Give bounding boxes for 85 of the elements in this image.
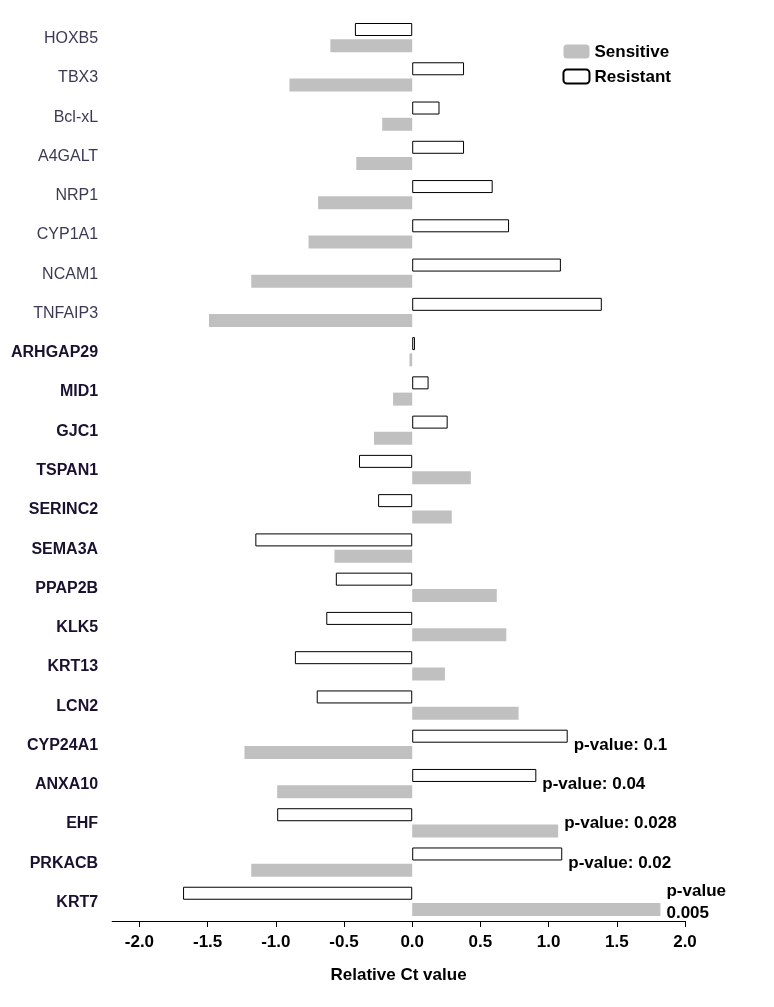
bar — [255, 533, 413, 547]
bar — [412, 847, 563, 861]
x-tick-label: 1.0 — [536, 932, 561, 951]
y-tick-label: PRKACB — [29, 853, 99, 871]
bar — [308, 235, 413, 249]
y-tick-label: GJC1 — [56, 421, 99, 439]
y-tick-label: ARHGAP29 — [10, 343, 99, 361]
bar — [393, 392, 413, 406]
x-tick-label: -1.5 — [192, 932, 223, 951]
bar — [412, 219, 510, 233]
bar — [412, 415, 448, 429]
bar — [412, 376, 429, 390]
bar — [277, 808, 413, 822]
bar — [412, 588, 497, 602]
bar — [244, 745, 413, 759]
legend-label: Resistant — [594, 67, 672, 86]
y-tick-label: Bcl-xL — [53, 107, 99, 125]
y-tick-label: TNFAIP3 — [33, 303, 99, 321]
y-tick-label: TBX3 — [58, 68, 99, 86]
bar — [378, 494, 413, 508]
bar — [318, 196, 413, 210]
bar — [330, 39, 413, 53]
annotation: p-value 0.005 — [666, 880, 726, 922]
x-tick-label: -2.0 — [124, 932, 155, 951]
bar — [412, 471, 471, 485]
bar — [412, 101, 440, 115]
y-tick-label: NRP1 — [55, 186, 99, 204]
bar — [412, 258, 561, 272]
x-axis-title: Relative Ct value — [330, 965, 467, 984]
x-tick-label: 0.5 — [468, 932, 493, 951]
y-tick-label: SEMA3A — [31, 539, 99, 557]
bar — [251, 274, 413, 288]
y-tick-label: ANXA10 — [34, 775, 99, 793]
bar — [412, 180, 493, 194]
bar — [334, 549, 413, 563]
y-tick-label: NCAM1 — [42, 264, 99, 282]
bar — [316, 690, 413, 704]
x-tick-label: 1.5 — [604, 932, 629, 951]
x-tick-label: -1.0 — [261, 932, 291, 951]
y-tick-label: TSPAN1 — [36, 461, 99, 478]
bar — [412, 667, 445, 681]
bar — [374, 431, 413, 445]
bar — [412, 140, 465, 154]
legend-label: Sensitive — [594, 42, 670, 61]
y-tick-label: MID1 — [59, 382, 99, 400]
y-tick-label: CYP24A1 — [26, 735, 99, 753]
bar — [412, 62, 465, 76]
annotation: p-value: 0.04 — [542, 774, 646, 794]
bar — [356, 157, 413, 171]
y-tick-label: KRT13 — [47, 657, 99, 675]
y-tick-label: A4GALT — [37, 146, 99, 164]
y-tick-label: HOXB5 — [43, 29, 99, 47]
y-tick-label: LCN2 — [56, 696, 99, 714]
x-tick-label: 0.0 — [400, 932, 425, 951]
bar — [412, 768, 537, 782]
annotation: p-value: 0.02 — [568, 852, 672, 872]
x-tick-label: -0.5 — [329, 932, 359, 951]
y-tick-label: KRT7 — [56, 892, 99, 910]
bar — [382, 117, 413, 131]
y-tick-label: CYP1A1 — [36, 225, 99, 243]
bar — [294, 651, 413, 665]
bar — [412, 297, 602, 311]
y-tick-label: PPAP2B — [35, 578, 99, 596]
bar — [208, 314, 413, 328]
y-tick-label: EHF — [66, 814, 99, 832]
bar — [359, 454, 413, 468]
x-tick-label: 2.0 — [673, 932, 697, 951]
y-tick-label: SERINC2 — [28, 500, 99, 518]
bar — [183, 886, 413, 900]
bar — [251, 863, 413, 877]
bar — [412, 729, 568, 743]
annotation: p-value: 0.1 — [573, 734, 668, 754]
bar — [412, 510, 452, 524]
bar — [412, 706, 519, 720]
y-tick-label: KLK5 — [56, 618, 99, 636]
bar — [289, 78, 413, 92]
bar — [335, 572, 413, 586]
bar — [412, 824, 559, 838]
bar — [412, 902, 661, 916]
bar — [277, 785, 413, 799]
bar — [412, 628, 507, 642]
annotation: p-value: 0.028 — [564, 813, 677, 833]
bar — [354, 23, 413, 37]
bar — [326, 611, 413, 625]
bar — [409, 353, 413, 367]
